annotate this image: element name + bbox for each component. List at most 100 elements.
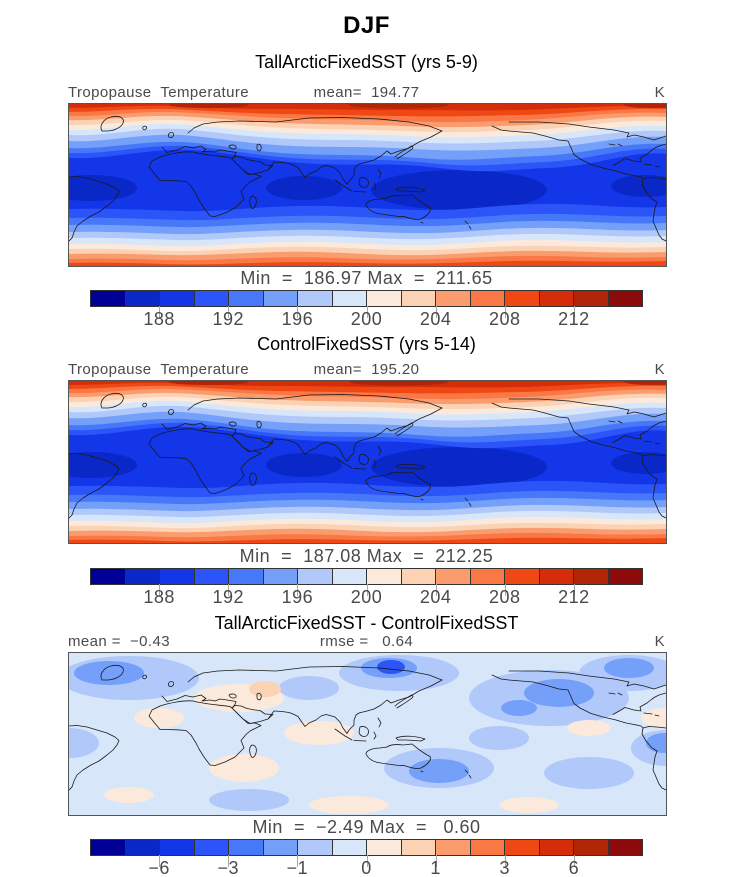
panel1-minmax: Min = 186.97 Max = 211.65 (240, 268, 493, 288)
panel1-colorbar (90, 290, 643, 307)
colorbar-segment (401, 291, 436, 306)
colorbar-tick-label: 0 (361, 858, 372, 877)
colorbar-tick-label: 1 (430, 858, 441, 877)
panel2-mean-value: mean= 195.20 (313, 361, 420, 378)
colorbar-segment (367, 291, 402, 306)
colorbar-segment (367, 569, 402, 584)
colorbar-segment (229, 291, 264, 306)
colorbar-tick-mark (366, 306, 368, 318)
colorbar-segment (608, 569, 642, 584)
panel2-colorbar (90, 568, 643, 585)
colorbar-tick-mark (159, 306, 161, 318)
colorbar-segment (160, 291, 195, 306)
season-title: DJF (343, 12, 390, 39)
colorbar-tick-label: −1 (286, 858, 309, 877)
colorbar-tick-label: 188 (143, 309, 175, 329)
panel2-title: ControlFixedSST (yrs 5-14) (257, 334, 476, 354)
colorbar-tick-mark (297, 584, 299, 596)
colorbar-tick-mark (297, 306, 299, 318)
colorbar-segment (263, 291, 298, 306)
colorbar-tick-label: 208 (488, 587, 521, 607)
colorbar-segment (608, 291, 642, 306)
panel2-map (68, 380, 667, 544)
colorbar-segment (229, 840, 264, 855)
panel3-unit-label: K (654, 633, 665, 650)
colorbar-segment (194, 840, 229, 855)
colorbar-segment (608, 840, 642, 855)
panel1-mean-value: mean= 194.77 (313, 84, 420, 101)
colorbar-tick-mark (504, 584, 506, 596)
panel2-unit-label: K (654, 361, 665, 378)
colorbar-tick-mark (435, 855, 437, 867)
colorbar-segment (505, 840, 540, 855)
panel3-mean-value: mean = −0.43 (68, 633, 170, 650)
panel1-field-label: Tropopause Temperature (68, 84, 249, 101)
panel2-header: Tropopause Temperature mean= 195.20 K (68, 361, 665, 378)
colorbar-segment (367, 840, 402, 855)
colorbar-segment (470, 569, 505, 584)
panel2-field-label: Tropopause Temperature (68, 361, 249, 378)
colorbar-segment (91, 569, 126, 584)
colorbar-tick-mark (159, 855, 161, 867)
colorbar-segment (298, 291, 333, 306)
colorbar-tick-mark (435, 584, 437, 596)
colorbar-tick-label: 6 (568, 858, 580, 877)
colorbar-segment (539, 569, 574, 584)
colorbar-segment (125, 291, 160, 306)
panel1-colorbar-ticks: 188 192 196 200 204 208 212 (90, 306, 643, 330)
panel3-rmse-value: rmse = 0.64 (319, 633, 414, 650)
colorbar-segment (436, 840, 471, 855)
colorbar-segment (298, 569, 333, 584)
colorbar-tick-mark (366, 584, 368, 596)
colorbar-segment (263, 840, 298, 855)
colorbar-tick-mark (573, 306, 575, 318)
colorbar-segment (539, 291, 574, 306)
colorbar-tick-label: 200 (350, 587, 383, 607)
colorbar-segment (229, 569, 264, 584)
colorbar-segment (436, 569, 471, 584)
panel1-title: TallArcticFixedSST (yrs 5-9) (255, 52, 478, 72)
colorbar-tick-label: 208 (488, 309, 521, 329)
panel2-minmax: Min = 187.08 Max = 212.25 (239, 546, 494, 566)
colorbar-tick-mark (504, 855, 506, 867)
colorbar-tick-label: 192 (212, 309, 245, 329)
colorbar-tick-label: 196 (281, 587, 314, 607)
panel3-colorbar (90, 839, 643, 856)
colorbar-segment (470, 840, 505, 855)
colorbar-tick-mark (366, 855, 368, 867)
colorbar-tick-mark (435, 306, 437, 318)
colorbar-tick-label: 204 (419, 309, 452, 329)
colorbar-tick-mark (228, 855, 230, 867)
colorbar-segment (505, 291, 540, 306)
colorbar-segment (298, 840, 333, 855)
panel3-header: mean = −0.43 rmse = 0.64 K (68, 633, 665, 650)
colorbar-tick-label: 212 (558, 309, 590, 329)
colorbar-tick-mark (228, 584, 230, 596)
colorbar-tick-label: −3 (217, 858, 240, 877)
colorbar-tick-label: 200 (350, 309, 383, 329)
colorbar-tick-mark (573, 584, 575, 596)
colorbar-tick-label: 3 (499, 858, 511, 877)
colorbar-tick-mark (297, 855, 299, 867)
colorbar-segment (401, 840, 436, 855)
colorbar-segment (332, 291, 367, 306)
colorbar-tick-label: 188 (143, 587, 175, 607)
colorbar-tick-label: 196 (281, 309, 314, 329)
colorbar-tick-label: 204 (419, 587, 452, 607)
panel1-header: Tropopause Temperature mean= 194.77 K (68, 84, 665, 101)
panel1-map (68, 103, 667, 267)
colorbar-tick-mark (504, 306, 506, 318)
colorbar-segment (574, 569, 609, 584)
colorbar-tick-label: −6 (148, 858, 170, 877)
colorbar-tick-label: 212 (558, 587, 590, 607)
colorbar-tick-mark (573, 855, 575, 867)
colorbar-segment (401, 569, 436, 584)
panel3-colorbar-ticks: −6 −3 −1 0 1 3 6 (90, 855, 643, 877)
colorbar-segment (505, 569, 540, 584)
colorbar-segment (539, 840, 574, 855)
panel3-title: TallArcticFixedSST - ControlFixedSST (214, 613, 519, 633)
colorbar-segment (194, 291, 229, 306)
colorbar-segment (91, 840, 126, 855)
colorbar-segment (91, 291, 126, 306)
